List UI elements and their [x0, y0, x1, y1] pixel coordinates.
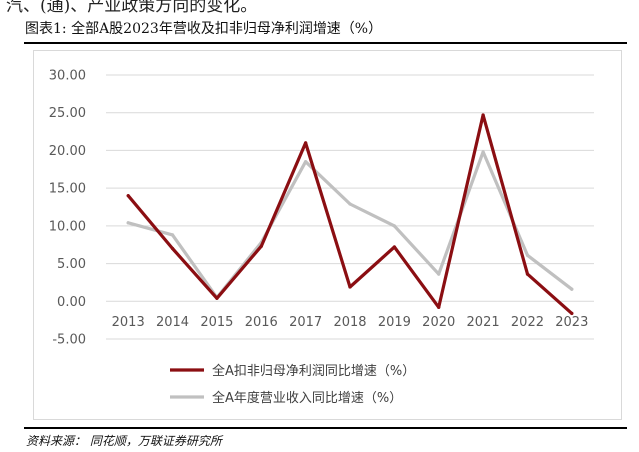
- x-tick-label: 2016: [245, 315, 278, 330]
- series-lines: [126, 113, 574, 315]
- cut-off-text-above: 汽、(通)、产业政策方向的变化。: [0, 0, 639, 14]
- x-tick-label: 2018: [333, 315, 366, 330]
- top-rule: [24, 42, 627, 44]
- series-line-0: [126, 113, 574, 315]
- y-axis-ticks: -5.00 0.00 5.00 10.00 15.00 20.00 25.00 30.00: [49, 69, 86, 348]
- x-tick-label: 2022: [511, 315, 544, 330]
- x-tick-label: 2014: [156, 315, 189, 330]
- data-point: [437, 272, 441, 276]
- y-tick-label: 25.00: [49, 106, 86, 121]
- y-tick-label: 10.00: [49, 219, 86, 234]
- data-point: [304, 141, 308, 145]
- y-tick-label: -5.00: [52, 333, 86, 348]
- data-point: [437, 305, 441, 309]
- y-tick-label: 0.00: [57, 295, 86, 310]
- data-point: [348, 285, 352, 289]
- figure-caption-text: 图表1: 全部A股2023年营收及扣非归母净利润增速（%）: [25, 21, 383, 37]
- data-point: [170, 233, 175, 237]
- data-point: [392, 245, 396, 249]
- y-tick-label: 15.00: [49, 182, 86, 197]
- y-tick-label: 20.00: [49, 144, 86, 159]
- legend-label-0: 全A扣非归母净利润同比增速（%）: [212, 363, 415, 379]
- data-point: [126, 194, 130, 198]
- y-tick-label: 30.00: [49, 69, 86, 84]
- data-point: [481, 113, 485, 117]
- legend-label-1: 全A年度营业收入同比增速（%）: [212, 390, 402, 406]
- chart-frame: [33, 50, 622, 420]
- data-point: [304, 160, 308, 164]
- x-tick-label: 2021: [467, 315, 500, 330]
- y-tick-label: 5.00: [57, 257, 86, 272]
- data-point: [481, 150, 485, 154]
- legend: 全A扣非归母净利润同比增速（%） 全A年度营业收入同比增速（%）: [170, 363, 415, 406]
- data-point: [170, 246, 175, 251]
- data-point: [525, 253, 530, 257]
- gridlines: [106, 74, 594, 340]
- x-tick-label: 2017: [289, 315, 322, 330]
- data-point: [525, 272, 530, 276]
- cut-off-text: 汽、(通)、产业政策方向的变化。: [6, 0, 258, 14]
- x-tick-label: 2015: [200, 315, 233, 330]
- bottom-rule: [24, 427, 627, 429]
- x-tick-label: 2023: [555, 315, 588, 330]
- data-point: [215, 296, 219, 300]
- figure-caption: 图表1: 全部A股2023年营收及扣非归母净利润增速（%）: [25, 18, 625, 40]
- source-note: 资料来源： 同花顺，万联证券研究所: [26, 434, 222, 448]
- data-point: [126, 221, 130, 225]
- x-tick-label: 2019: [378, 315, 411, 330]
- data-point: [259, 244, 263, 248]
- data-point: [570, 287, 574, 291]
- data-point: [392, 224, 396, 228]
- x-tick-label: 2020: [422, 315, 455, 330]
- data-point: [348, 202, 352, 206]
- data-point: [570, 311, 574, 315]
- x-axis-ticks: 2013 2014 2015 2016 2017 2018 2019 2020 2021 2022…: [112, 315, 589, 330]
- x-tick-label: 2013: [112, 315, 145, 330]
